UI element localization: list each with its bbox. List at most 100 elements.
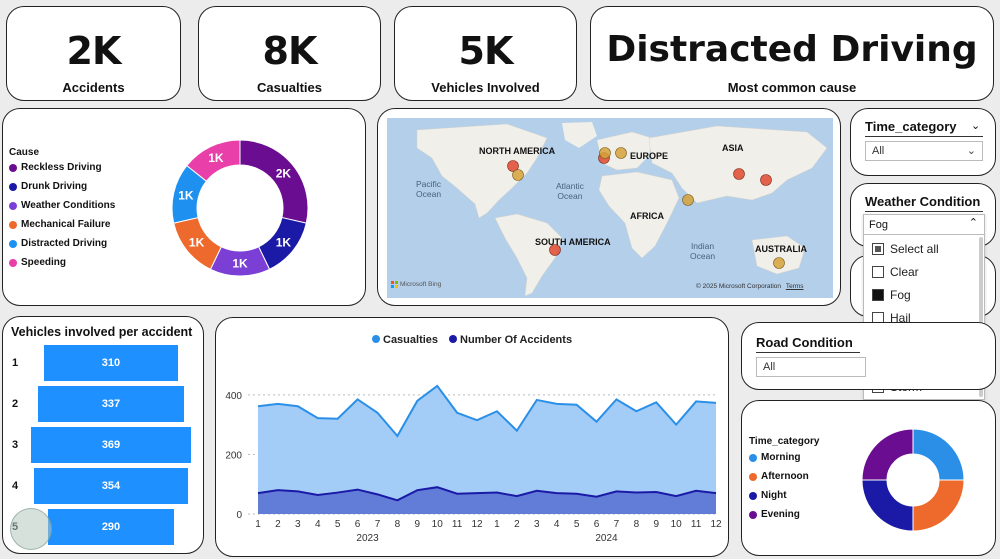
legend-item[interactable]: Reckless Driving bbox=[9, 162, 102, 173]
legend-item[interactable]: Weather Conditions bbox=[9, 200, 115, 211]
legend-label: Speeding bbox=[21, 257, 67, 268]
y-tick-label: 400 bbox=[225, 391, 242, 402]
legend-dot-icon bbox=[9, 163, 17, 172]
vehicle-bar[interactable]: 290 bbox=[48, 509, 174, 545]
donut-slice-label: 1K bbox=[189, 236, 205, 250]
series-line[interactable] bbox=[257, 486, 717, 502]
road-dropdown[interactable]: All bbox=[756, 357, 866, 377]
label-africa: AFRICA bbox=[630, 211, 664, 221]
kpi-label: Vehicles Involved bbox=[431, 80, 540, 95]
weather-option-label: Fog bbox=[890, 288, 911, 302]
x-tick-label: 8 bbox=[634, 519, 640, 530]
checkbox-icon[interactable] bbox=[872, 243, 884, 255]
legend-item[interactable]: Afternoon bbox=[749, 471, 809, 482]
chart-legend-label[interactable]: Casualties bbox=[383, 334, 438, 346]
legend-item[interactable]: Distracted Driving bbox=[9, 238, 107, 249]
donut-slice[interactable] bbox=[912, 428, 965, 481]
cause-donut-card: Cause Reckless Driving Drunk Driving Weath… bbox=[2, 108, 366, 306]
donut-slice[interactable] bbox=[861, 479, 914, 532]
kpi-card-vehicles: 5K Vehicles Involved bbox=[394, 6, 577, 101]
legend-label: Distracted Driving bbox=[21, 238, 108, 249]
world-map[interactable] bbox=[387, 118, 833, 298]
kpi-value: 8K bbox=[262, 29, 318, 73]
greenland-shape bbox=[562, 122, 597, 148]
vehicle-bar[interactable]: 337 bbox=[37, 386, 185, 422]
legend-label: Night bbox=[761, 490, 787, 501]
x-tick-label: 7 bbox=[375, 519, 381, 530]
label-pacific-ocean: Pacific Ocean bbox=[416, 179, 442, 199]
x-tick-label: 12 bbox=[471, 519, 483, 530]
donut-slice[interactable] bbox=[912, 479, 965, 532]
vehicle-bar[interactable]: 354 bbox=[34, 468, 188, 504]
x-tick-label: 11 bbox=[691, 519, 702, 530]
australia-shape bbox=[751, 235, 806, 275]
kpi-value: 2K bbox=[66, 29, 122, 73]
label-australia: AUSTRALIA bbox=[755, 244, 807, 254]
road-slicer-title: Road Condition bbox=[756, 335, 860, 353]
time-category-dropdown[interactable]: All ⌄ bbox=[865, 141, 983, 161]
legend-item[interactable]: Night bbox=[749, 490, 787, 501]
donut-slice[interactable] bbox=[861, 428, 914, 481]
legend-label: Drunk Driving bbox=[21, 181, 88, 192]
time-category-selected: All bbox=[872, 145, 885, 157]
label-north-america: NORTH AMERICA bbox=[479, 146, 556, 156]
legend-item[interactable]: Speeding bbox=[9, 257, 66, 268]
corner-logo bbox=[10, 508, 52, 550]
map-copyright: © 2025 Microsoft Corporation Terms bbox=[696, 283, 804, 290]
terms-link[interactable]: Terms bbox=[785, 283, 804, 290]
donut-slice[interactable] bbox=[239, 139, 309, 224]
africa-shape bbox=[598, 171, 680, 259]
x-tick-label: 10 bbox=[432, 519, 444, 530]
vehicle-bar[interactable]: 369 bbox=[31, 427, 191, 463]
bar-category-label: 1 bbox=[12, 357, 19, 369]
time-legend-title: Time_category bbox=[749, 436, 820, 447]
legend-item[interactable]: Evening bbox=[749, 509, 800, 520]
legend-dot-icon bbox=[749, 453, 757, 462]
legend-dot-icon bbox=[9, 201, 17, 210]
x-tick-label: 4 bbox=[315, 519, 321, 530]
chart-legend-label[interactable]: Number Of Accidents bbox=[460, 334, 572, 346]
dropdown-scrollbar[interactable] bbox=[979, 237, 983, 397]
label-atlantic-ocean: Atlantic Ocean bbox=[556, 181, 584, 201]
donut-slice-label: 1K bbox=[232, 257, 248, 271]
x-tick-label: 9 bbox=[415, 519, 421, 530]
legend-dot-icon bbox=[749, 472, 757, 481]
x-tick-label: 4 bbox=[554, 519, 560, 530]
copyright-text: © 2025 Microsoft Corporation bbox=[696, 283, 781, 290]
label-south-america: SOUTH AMERICA bbox=[535, 237, 611, 247]
legend-dot-icon bbox=[9, 220, 17, 229]
vehicles-chart-title: Vehicles involved per accident bbox=[11, 325, 193, 339]
kpi-label: Accidents bbox=[62, 80, 125, 95]
x-tick-label: 11 bbox=[452, 519, 463, 530]
kpi-label: Casualties bbox=[256, 80, 323, 95]
weather-dropdown-header[interactable]: Fog ⌃ bbox=[864, 215, 984, 235]
x-tick-label: 8 bbox=[395, 519, 401, 530]
weather-option[interactable]: Fog bbox=[872, 288, 911, 302]
checkbox-icon[interactable] bbox=[872, 266, 884, 278]
vehicle-bar[interactable]: 310 bbox=[43, 345, 179, 381]
checkbox-icon[interactable] bbox=[872, 289, 884, 301]
weather-option[interactable]: Select all bbox=[872, 242, 939, 256]
kpi-value: 5K bbox=[458, 29, 514, 73]
cause-legend-title: Cause bbox=[9, 147, 40, 158]
bar-category-label: 3 bbox=[12, 439, 19, 451]
legend-item[interactable]: Morning bbox=[749, 452, 800, 463]
x-tick-label: 6 bbox=[594, 519, 600, 530]
weather-slicer-title: Weather Condition bbox=[865, 194, 983, 212]
legend-item[interactable]: Mechanical Failure bbox=[9, 219, 110, 230]
donut-slice-label: 1K bbox=[208, 151, 224, 165]
weather-option[interactable]: Hail bbox=[872, 311, 911, 325]
weather-option[interactable]: Clear bbox=[872, 265, 919, 279]
series-line[interactable] bbox=[257, 384, 717, 438]
map-markers[interactable] bbox=[507, 147, 785, 269]
x-tick-label: 1 bbox=[255, 519, 261, 530]
map-marker bbox=[615, 147, 627, 159]
legend-label: Morning bbox=[761, 452, 801, 463]
donut-slice-label: 2K bbox=[276, 166, 292, 180]
x-tick-label: 1 bbox=[494, 519, 500, 530]
chevron-down-icon[interactable]: ⌄ bbox=[971, 120, 981, 132]
donut-slice[interactable] bbox=[186, 139, 241, 182]
legend-item[interactable]: Drunk Driving bbox=[9, 181, 87, 192]
time-category-donut-chart bbox=[861, 428, 965, 532]
map-marker bbox=[599, 147, 611, 159]
